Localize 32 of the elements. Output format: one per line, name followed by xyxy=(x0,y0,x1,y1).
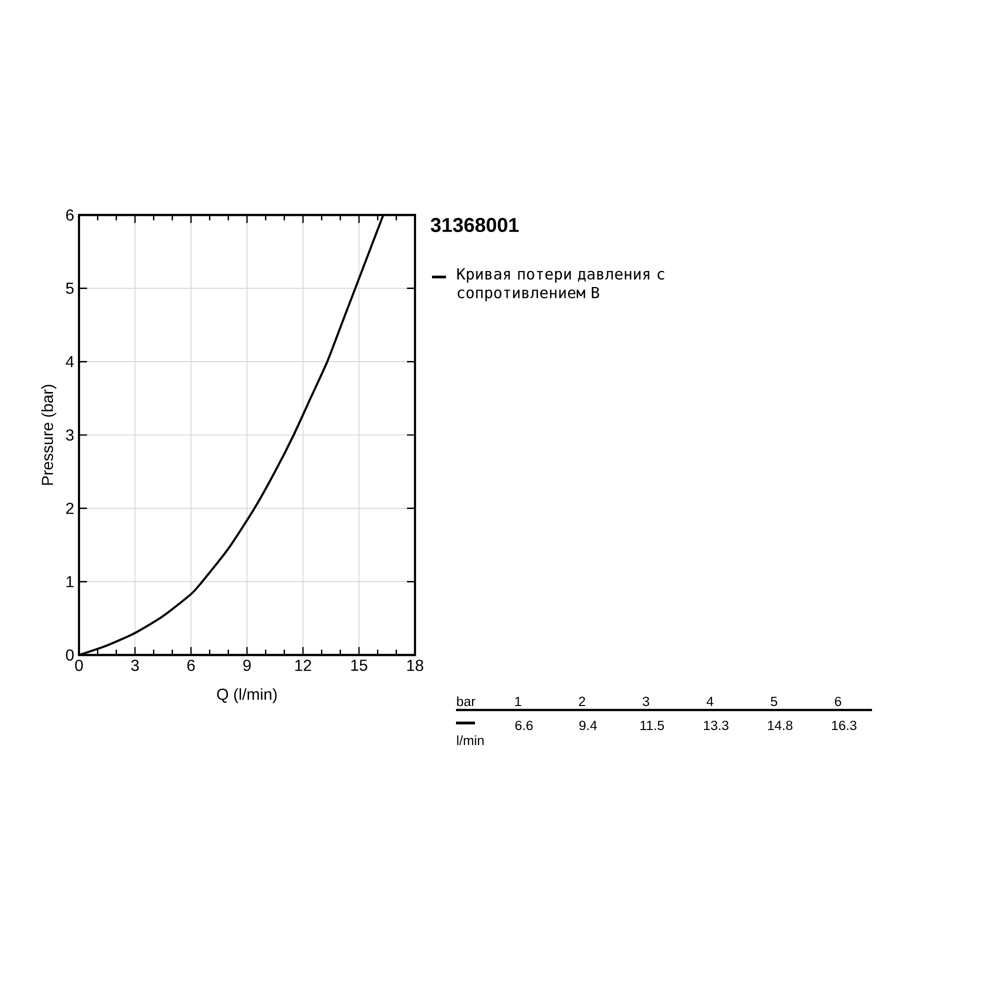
y-tick-label: 1 xyxy=(66,576,74,588)
x-tick-label: 18 xyxy=(407,660,424,672)
text: 6 xyxy=(834,696,842,706)
y-tick-label: 2 xyxy=(66,502,74,514)
text: 4 xyxy=(706,696,714,706)
x-axis-title: Q (l/min) xyxy=(217,688,277,704)
text: 31368001 xyxy=(430,218,519,232)
x-tick-label: 9 xyxy=(243,660,251,672)
text: 11.5 xyxy=(640,720,664,730)
y-tick-label: 4 xyxy=(66,356,74,368)
text: 1 xyxy=(515,696,522,706)
text: bar xyxy=(457,696,476,706)
text: 14.8 xyxy=(768,720,792,730)
x-tick-label: 3 xyxy=(131,660,139,672)
text: 5 xyxy=(770,696,778,706)
text: l/min xyxy=(457,735,484,746)
x-tick-label: 15 xyxy=(351,660,368,671)
y-tick-label: 3 xyxy=(66,429,74,441)
text: 13.3 xyxy=(704,720,728,730)
y-tick-label: 0 xyxy=(66,649,74,661)
y-tick-label: 6 xyxy=(66,209,74,221)
y-tick-label: 5 xyxy=(66,282,74,294)
text: 16.3 xyxy=(832,720,856,730)
y-axis-title: Pressure (bar) xyxy=(41,384,56,485)
legend-label: Кривая потери давления с сопротивлением В xyxy=(457,268,664,302)
text: 6.6 xyxy=(515,720,533,730)
text: 2 xyxy=(578,696,586,706)
text: 3 xyxy=(642,696,650,706)
x-tick-label: 6 xyxy=(187,660,195,672)
x-tick-label: 0 xyxy=(75,660,83,672)
text: 9.4 xyxy=(579,720,597,730)
x-tick-label: 12 xyxy=(295,660,312,671)
